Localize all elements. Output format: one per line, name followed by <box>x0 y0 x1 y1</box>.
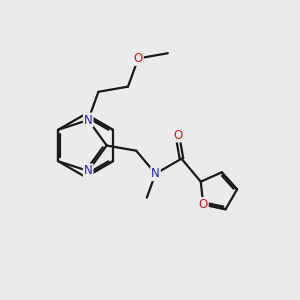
Text: O: O <box>173 128 182 142</box>
Text: O: O <box>199 198 208 211</box>
Text: N: N <box>84 164 93 178</box>
Text: N: N <box>151 167 160 180</box>
Text: N: N <box>84 113 93 127</box>
Text: O: O <box>134 52 143 65</box>
